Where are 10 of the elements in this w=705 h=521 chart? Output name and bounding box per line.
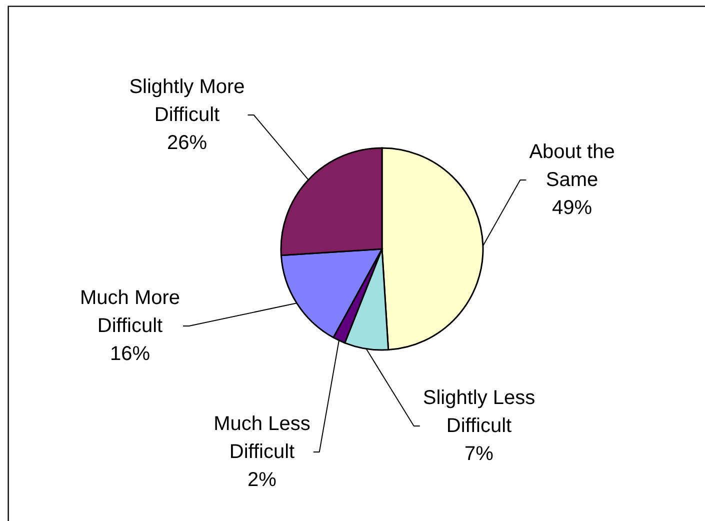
slice-label: About the Same (529, 141, 615, 191)
data-label: 7% (464, 443, 494, 465)
data-label: 49% (552, 197, 592, 219)
slice-label: Much More Difficult (80, 287, 180, 337)
slice-label: Slightly Less Difficult (422, 387, 536, 437)
data-label: 16% (110, 343, 150, 365)
slice-label: Much Less Difficult (214, 413, 310, 463)
data-label: 26% (166, 132, 208, 154)
slice-label: Slightly More Difficult (129, 76, 245, 126)
data-label: 2% (248, 469, 277, 491)
